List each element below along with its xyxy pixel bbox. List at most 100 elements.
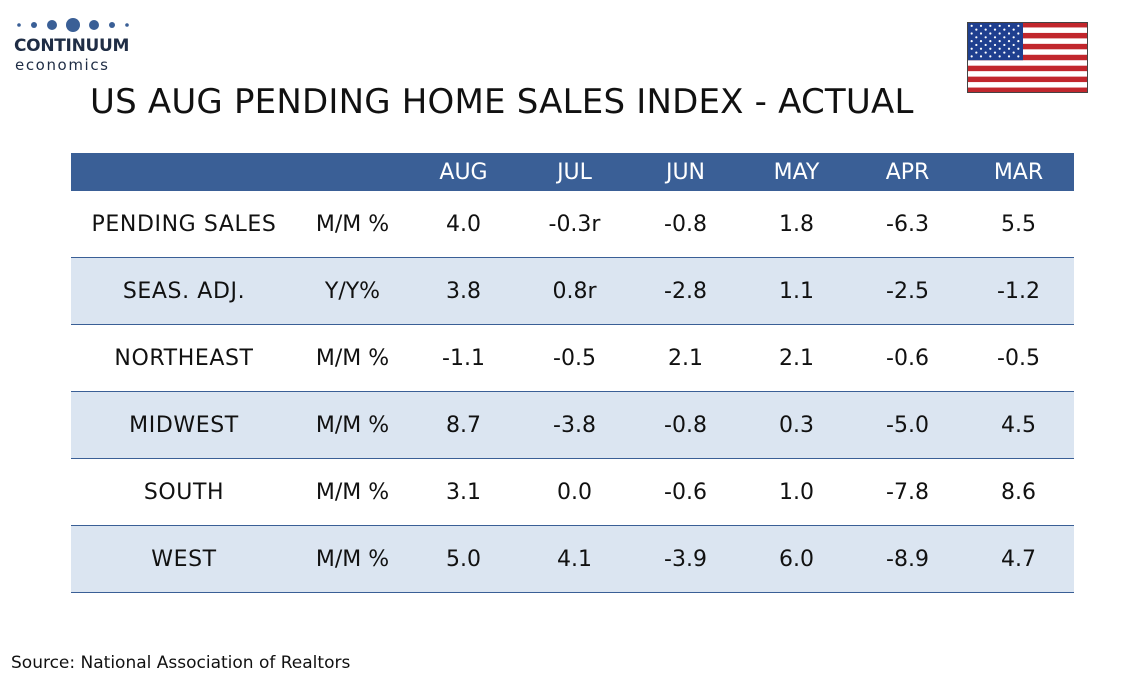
- flag-star: [1007, 24, 1011, 27]
- table-cell: -1.1: [408, 324, 519, 392]
- flag-star: [989, 32, 992, 35]
- flag-star: [1007, 40, 1011, 43]
- table-cell: 0.3: [741, 391, 852, 459]
- table-cell: -0.6: [852, 324, 963, 392]
- row-label: SEAS. ADJ.: [71, 257, 297, 325]
- table-row: NORTHEAST M/M % -1.1 -0.5 2.1 2.1 -0.6 -0.5: [71, 324, 1074, 392]
- flag-star: [993, 28, 997, 31]
- table-cell: 1.1: [741, 257, 852, 325]
- us-flag-icon: [967, 22, 1088, 93]
- logo-wordmark-primary: CONTINUUM: [14, 36, 130, 56]
- flag-star: [975, 43, 978, 47]
- row-unit: M/M %: [297, 458, 408, 526]
- flag-star: [1003, 36, 1006, 39]
- table-cell: -2.8: [630, 257, 741, 325]
- flag-stripe: [967, 65, 1088, 72]
- row-unit: Y/Y%: [297, 257, 408, 325]
- flag-star: [970, 24, 973, 27]
- row-unit: M/M %: [297, 391, 408, 459]
- table-cell: 2.1: [630, 324, 741, 392]
- flag-star: [989, 24, 992, 27]
- flag-star: [984, 43, 987, 47]
- row-unit: M/M %: [297, 525, 408, 593]
- flag-star: [1017, 40, 1020, 43]
- flag-star: [1003, 28, 1006, 31]
- table-cell: 4.7: [963, 525, 1074, 593]
- flag-star: [1012, 28, 1015, 31]
- table-cell: -0.5: [519, 324, 630, 392]
- flag-stripe: [967, 43, 1088, 50]
- table-cell: -3.8: [519, 391, 630, 459]
- flag-star: [970, 55, 973, 58]
- column-header-blank: [71, 153, 297, 191]
- flag-star: [989, 40, 992, 43]
- table-cell: 0.0: [519, 458, 630, 526]
- flag-star: [984, 28, 987, 31]
- table-header-row: AUG JUL JUN MAY APR MAR: [71, 153, 1074, 191]
- column-header-aug: AUG: [408, 153, 519, 191]
- flag-star: [998, 32, 1001, 35]
- column-header-mar: MAR: [963, 153, 1074, 191]
- flag-star: [984, 51, 987, 54]
- flag-canton: [967, 22, 1023, 61]
- logo-dots-icon: [17, 18, 129, 32]
- flag-star: [989, 55, 992, 58]
- flag-star: [1012, 36, 1015, 39]
- table-cell: -2.5: [852, 257, 963, 325]
- flag-star: [1003, 51, 1006, 54]
- column-header-apr: APR: [852, 153, 963, 191]
- row-label: MIDWEST: [71, 391, 297, 459]
- table-cell: 5.0: [408, 525, 519, 593]
- flag-star: [979, 55, 983, 58]
- table-row: MIDWEST M/M % 8.7 -3.8 -0.8 0.3 -5.0 4.5: [71, 391, 1074, 459]
- flag-star: [979, 32, 983, 35]
- flag-star: [998, 55, 1001, 58]
- table-cell: -6.3: [852, 191, 963, 258]
- table-cell: -1.2: [963, 257, 1074, 325]
- flag-star: [979, 40, 983, 43]
- flag-star: [1017, 55, 1020, 58]
- row-label: NORTHEAST: [71, 324, 297, 392]
- flag-star: [998, 40, 1001, 43]
- flag-star: [998, 24, 1001, 27]
- table-cell: 4.1: [519, 525, 630, 593]
- table-cell: 2.1: [741, 324, 852, 392]
- company-logo: CONTINUUM economics: [14, 14, 144, 76]
- flag-stripe: [967, 76, 1088, 83]
- flag-star: [970, 32, 973, 35]
- row-unit: M/M %: [297, 324, 408, 392]
- flag-star: [1017, 47, 1020, 50]
- flag-stripe: [967, 54, 1088, 61]
- table-row: PENDING SALES M/M % 4.0 -0.3r -0.8 1.8 -6.3 5.5: [71, 191, 1074, 258]
- logo-wordmark-secondary: economics: [15, 56, 110, 74]
- flag-star: [1012, 51, 1015, 54]
- table-cell: -0.5: [963, 324, 1074, 392]
- flag-star: [1017, 32, 1020, 35]
- table-row: SEAS. ADJ. Y/Y% 3.8 0.8r -2.8 1.1 -2.5 -1.2: [71, 257, 1074, 325]
- table-cell: 3.8: [408, 257, 519, 325]
- table-cell: 4.5: [963, 391, 1074, 459]
- table-cell: 0.8r: [519, 257, 630, 325]
- table-cell: 8.7: [408, 391, 519, 459]
- table-cell: -0.6: [630, 458, 741, 526]
- table-row: WEST M/M % 5.0 4.1 -3.9 6.0 -8.9 4.7: [71, 525, 1074, 593]
- table-cell: 1.8: [741, 191, 852, 258]
- flag-star: [993, 43, 997, 47]
- flag-stripe: [967, 32, 1088, 39]
- flag-star: [993, 36, 997, 39]
- flag-star: [984, 36, 987, 39]
- flag-star: [1007, 32, 1011, 35]
- table-cell: -5.0: [852, 391, 963, 459]
- flag-star: [979, 24, 983, 27]
- column-header-jul: JUL: [519, 153, 630, 191]
- flag-star: [979, 47, 983, 50]
- flag-star: [993, 51, 997, 54]
- row-label: PENDING SALES: [71, 191, 297, 258]
- table-cell: 6.0: [741, 525, 852, 593]
- table-cell: 1.0: [741, 458, 852, 526]
- flag-stripe: [967, 22, 1088, 28]
- table-cell: -7.8: [852, 458, 963, 526]
- table-cell: 5.5: [963, 191, 1074, 258]
- flag-star: [989, 47, 992, 50]
- flag-star: [975, 28, 978, 31]
